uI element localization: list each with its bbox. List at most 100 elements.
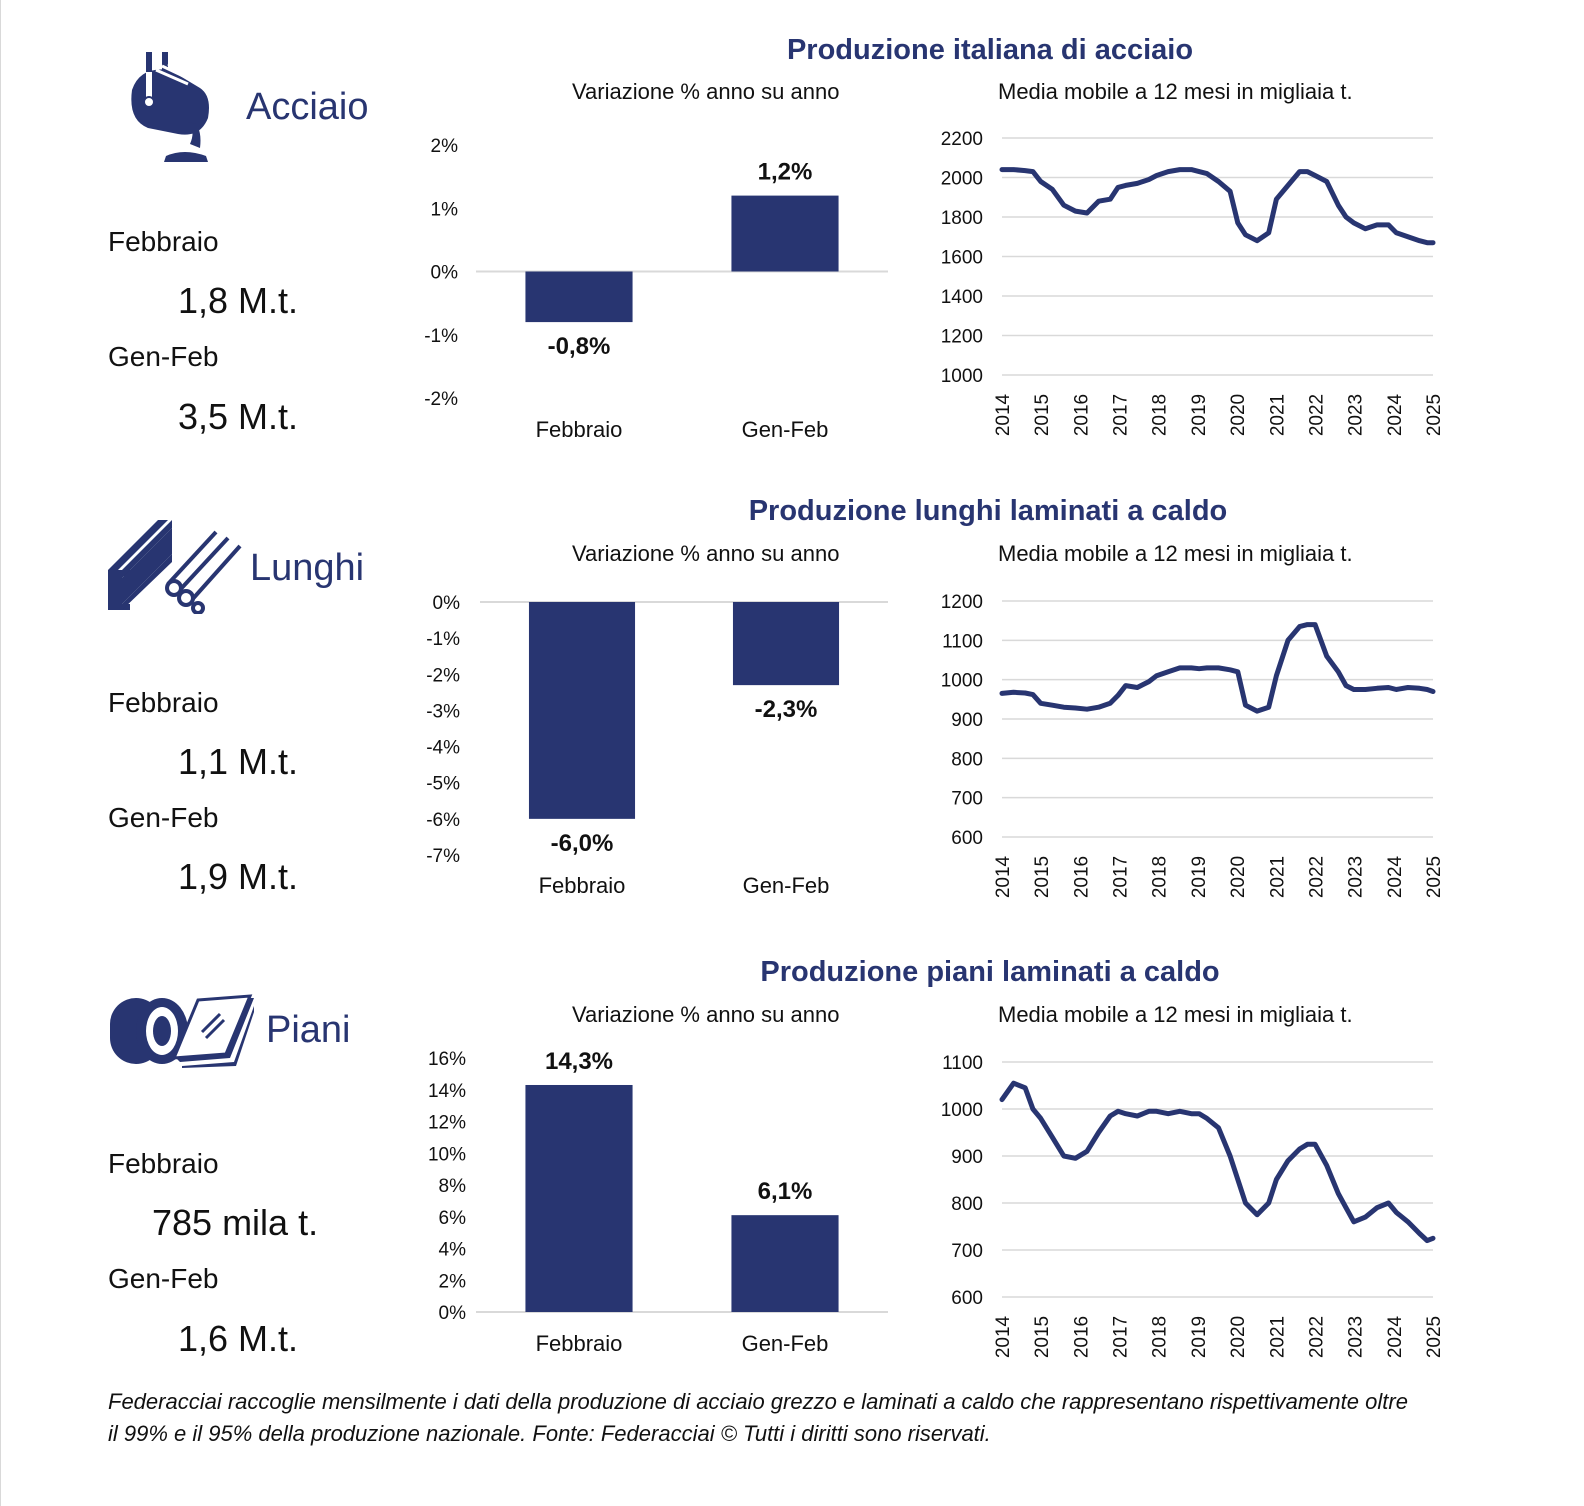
bar [528, 602, 636, 819]
x-tick-label: 2024 [1385, 393, 1406, 436]
y-tick-label: 0% [433, 593, 461, 614]
month-label: Febbraio [108, 226, 219, 257]
footnote: Federacciai raccoglie mensilmente i dati… [108, 1389, 1408, 1446]
y-tick-label: 1000 [941, 366, 983, 387]
x-tick-label: 2020 [1228, 856, 1249, 898]
y-tick-label: 2% [431, 136, 459, 157]
category-label: Febbraio [536, 417, 623, 442]
x-tick-label: 2014 [993, 855, 1014, 898]
x-tick-label: 2022 [1306, 394, 1327, 436]
x-tick-label: 2020 [1228, 1316, 1249, 1358]
bar-chart-subtitle: Variazione % anno su anno [572, 541, 840, 566]
beam-bars-icon [108, 520, 248, 619]
y-tick-label: 600 [951, 828, 983, 849]
y-tick-label: -7% [426, 846, 460, 867]
x-tick-label: 2023 [1346, 1316, 1367, 1358]
y-tick-label: 6% [439, 1208, 467, 1229]
x-tick-label: 2015 [1032, 856, 1053, 898]
x-tick-label: 2023 [1346, 856, 1367, 898]
y-tick-label: 16% [428, 1049, 466, 1070]
x-tick-label: 2025 [1424, 394, 1445, 436]
y-tick-label: 2200 [941, 129, 983, 150]
bar [731, 1215, 839, 1312]
y-tick-label: 2000 [941, 169, 983, 190]
category-label: Febbraio [539, 873, 626, 898]
ytd-value: 3,5 M.t. [178, 396, 299, 437]
x-tick-label: 2020 [1228, 394, 1249, 436]
x-tick-label: 2016 [1071, 856, 1092, 898]
month-label: Febbraio [108, 1148, 219, 1179]
month-value: 1,8 M.t. [178, 280, 299, 321]
y-tick-label: -2% [424, 389, 458, 410]
y-tick-label: 10% [428, 1144, 466, 1165]
x-tick-label: 2021 [1267, 394, 1288, 436]
category-name: Lunghi [250, 547, 365, 589]
x-tick-label: 2017 [1111, 1316, 1132, 1358]
x-tick-label: 2018 [1150, 1316, 1171, 1358]
category-name: Acciaio [246, 86, 369, 128]
y-tick-label: 900 [951, 710, 983, 731]
y-tick-label: 800 [951, 749, 983, 770]
y-tick-label: 900 [951, 1147, 983, 1168]
y-tick-label: -1% [426, 629, 460, 650]
y-tick-label: -1% [424, 326, 458, 347]
bar-chart-subtitle: Variazione % anno su anno [572, 1002, 840, 1027]
y-tick-label: 1100 [942, 631, 983, 652]
ladle-icon [126, 52, 216, 167]
y-tick-label: 2% [439, 1271, 467, 1292]
data-label: 6,1% [758, 1178, 813, 1205]
x-tick-label: 2015 [1032, 394, 1053, 436]
series-line [999, 622, 1436, 714]
y-tick-label: 1200 [941, 592, 983, 613]
y-tick-label: 700 [951, 1241, 983, 1262]
x-tick-label: 2016 [1071, 394, 1092, 436]
y-tick-label: -2% [426, 665, 460, 686]
x-tick-label: 2022 [1306, 1316, 1327, 1358]
y-tick-label: 1400 [941, 287, 983, 308]
ytd-label: Gen-Feb [108, 1263, 219, 1294]
y-tick-label: 1100 [942, 1053, 983, 1074]
category-name: Piani [266, 1009, 351, 1051]
series-line [999, 1080, 1436, 1244]
bar [525, 1084, 633, 1312]
category-label: Gen-Feb [742, 417, 829, 442]
section-title: Produzione piani laminati a caldo [760, 956, 1220, 988]
x-tick-label: 2017 [1111, 394, 1132, 436]
y-tick-label: 1800 [941, 208, 983, 229]
x-tick-label: 2019 [1189, 1316, 1210, 1358]
bar [732, 602, 840, 686]
bar [525, 271, 633, 323]
x-tick-label: 2018 [1150, 856, 1171, 898]
y-tick-label: 600 [951, 1288, 983, 1309]
x-tick-label: 2025 [1424, 1316, 1445, 1358]
line-chart-subtitle: Media mobile a 12 mesi in migliaia t. [998, 1002, 1353, 1027]
category-label: Gen-Feb [742, 1331, 829, 1356]
coil-sheets-icon [110, 992, 254, 1073]
category-label: Gen-Feb [743, 873, 830, 898]
y-tick-label: -3% [426, 701, 460, 722]
x-tick-label: 2014 [993, 1315, 1014, 1358]
x-tick-label: 2024 [1385, 855, 1406, 898]
data-label: 14,3% [545, 1048, 613, 1075]
month-value: 1,1 M.t. [178, 741, 299, 782]
y-tick-label: 12% [428, 1113, 466, 1134]
y-tick-label: -5% [426, 774, 460, 795]
month-value: 785 mila t. [152, 1202, 319, 1243]
x-tick-label: 2019 [1189, 394, 1210, 436]
y-tick-label: 1% [431, 199, 459, 220]
x-tick-label: 2022 [1306, 856, 1327, 898]
ytd-label: Gen-Feb [108, 802, 219, 833]
data-label: -2,3% [755, 696, 818, 723]
x-tick-label: 2024 [1385, 1315, 1406, 1358]
x-tick-label: 2017 [1111, 856, 1132, 898]
ytd-label: Gen-Feb [108, 341, 219, 372]
data-label: 1,2% [758, 159, 813, 186]
line-chart-subtitle: Media mobile a 12 mesi in migliaia t. [998, 541, 1353, 566]
line-chart-subtitle: Media mobile a 12 mesi in migliaia t. [998, 79, 1353, 104]
bar-chart-subtitle: Variazione % anno su anno [572, 79, 840, 104]
category-label: Febbraio [536, 1331, 623, 1356]
y-tick-label: 1000 [941, 1100, 983, 1121]
